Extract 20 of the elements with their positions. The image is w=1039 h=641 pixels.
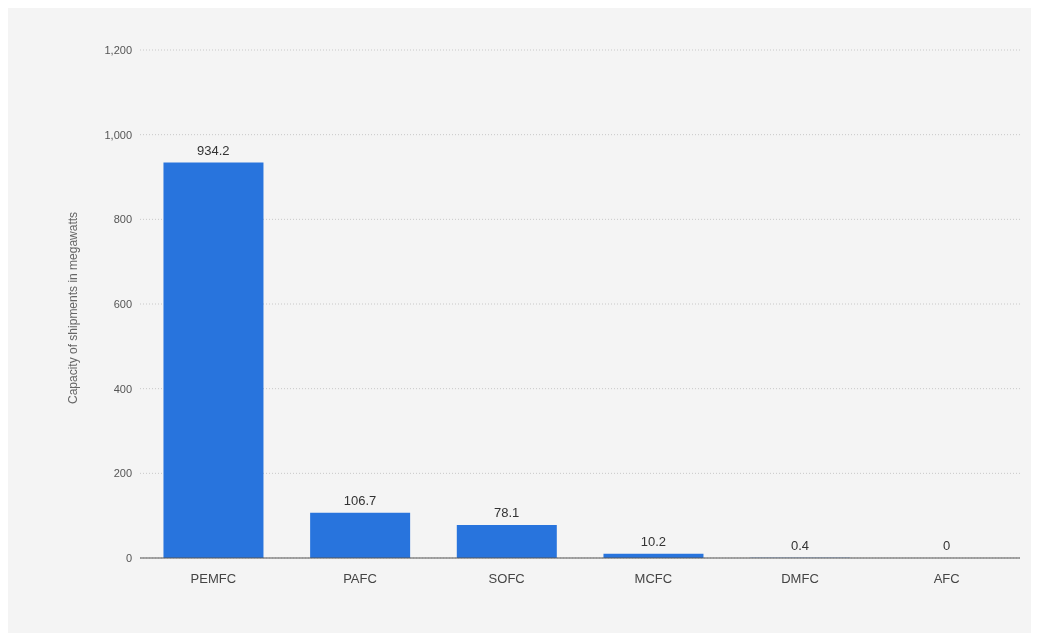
data-label: 0 <box>943 538 951 553</box>
y-tick-label: 200 <box>113 467 132 480</box>
y-tick-label: 1,000 <box>104 128 132 141</box>
x-tick-label: DMFC <box>781 571 819 587</box>
y-tick-label: 400 <box>113 382 132 395</box>
data-label: 10.2 <box>640 533 666 549</box>
x-tick-label: AFC <box>933 571 960 587</box>
y-axis-title: Capacity of shipments in megawatts <box>66 211 81 404</box>
data-label: 78.1 <box>494 504 520 520</box>
data-label: 0.4 <box>790 537 810 553</box>
y-tick-label: 800 <box>113 213 132 226</box>
data-label: 934.2 <box>197 142 230 158</box>
y-tick-label: 1,200 <box>104 43 132 56</box>
y-tick-label: 0 <box>125 551 132 564</box>
x-tick-label: SOFC <box>488 571 525 587</box>
y-tick-label: 600 <box>113 297 132 310</box>
x-tick-label: PAFC <box>343 571 377 587</box>
data-label: 106.7 <box>343 492 377 508</box>
x-tick-label: MCFC <box>634 571 673 587</box>
x-tick-label: PEMFC <box>190 571 237 587</box>
